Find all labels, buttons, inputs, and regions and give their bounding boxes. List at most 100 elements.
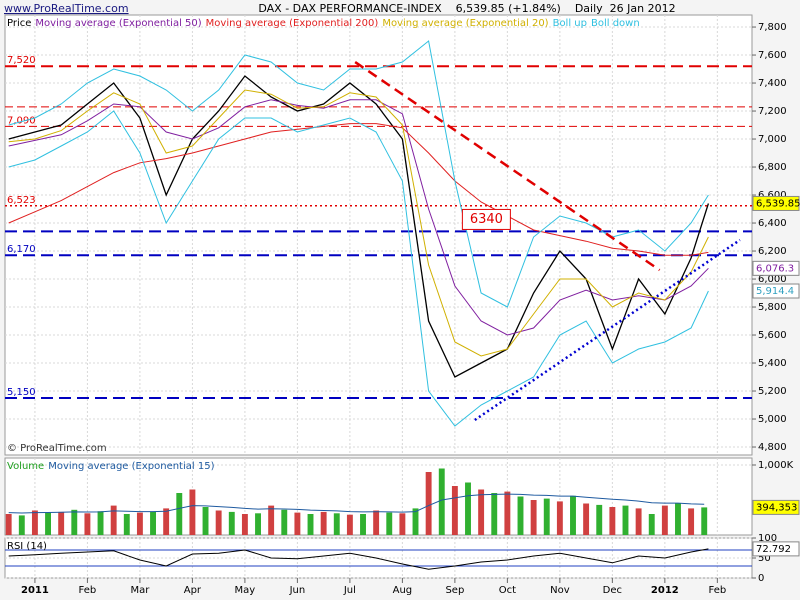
- volume-bar: [5, 514, 12, 535]
- volume-bar: [18, 515, 25, 535]
- site-link[interactable]: www.ProRealTime.com: [4, 2, 129, 15]
- volume-bar: [465, 482, 471, 535]
- value-tag: [752, 499, 800, 515]
- legend-entry: Volume: [7, 461, 44, 472]
- y-tick-label: 7,800: [758, 22, 787, 33]
- volume-bar: [517, 496, 524, 535]
- y-tick-label: 5,200: [758, 386, 787, 397]
- volume-bar: [268, 505, 275, 535]
- series-line: [8, 123, 709, 256]
- series-line: [8, 99, 709, 336]
- value-tag-label: 5,914.4: [756, 286, 794, 297]
- value-tag: [752, 283, 800, 299]
- volume-bar: [530, 500, 537, 535]
- volume-bar: [451, 486, 458, 535]
- legend-entry: Moving average (Exponential 15): [48, 461, 214, 472]
- volume-bar: [228, 511, 235, 535]
- x-tick-label: Apr: [184, 585, 202, 596]
- y-tick-label: 5,000: [758, 414, 787, 425]
- value-tag-label: 72.792: [756, 544, 791, 555]
- volume-bar: [701, 507, 708, 535]
- value-tag: [752, 260, 800, 276]
- volume-bar: [596, 504, 603, 535]
- trendline: [354, 61, 661, 272]
- chart-title: DAX - DAX PERFORMANCE-INDEX 6,539.85 (+1…: [258, 2, 675, 15]
- volume-bar: [307, 514, 314, 535]
- x-tick-label: 2011: [21, 585, 49, 596]
- level-label: 7,520: [7, 55, 36, 66]
- x-tick-label: Mar: [130, 585, 150, 596]
- volume-bar: [504, 491, 511, 535]
- volume-bar: [320, 511, 327, 535]
- series-line: [8, 493, 705, 514]
- x-tick-label: 2012: [651, 585, 679, 596]
- volume-bar: [84, 513, 91, 535]
- legend-entry: Moving average (Exponential 50): [35, 18, 201, 29]
- volume-bar: [45, 512, 51, 535]
- volume-bar: [58, 511, 65, 535]
- volume-bar: [31, 510, 38, 535]
- volume-bar: [386, 512, 393, 535]
- y-tick-label: 4,800: [758, 442, 787, 453]
- level-label: 7,090: [7, 115, 36, 126]
- volume-bar: [438, 468, 445, 535]
- volume-bar: [478, 489, 485, 535]
- x-tick-label: Dec: [603, 585, 622, 596]
- annotation-label: 6340: [470, 212, 503, 227]
- series-line: [8, 75, 710, 378]
- level-label: 6,170: [7, 244, 36, 255]
- x-tick-label: Aug: [393, 585, 413, 596]
- volume-bar: [281, 509, 288, 535]
- volume-bar: [648, 514, 655, 535]
- x-tick-label: Jun: [289, 585, 306, 596]
- y-tick-label: 7,400: [758, 78, 787, 89]
- volume-bar: [425, 472, 432, 535]
- legend-entry: Moving average (Exponential 200): [206, 18, 379, 29]
- y-tick-label: 6,800: [758, 162, 787, 173]
- volume-bar: [675, 503, 681, 535]
- volume-bar: [163, 508, 170, 535]
- legend-entry: RSI (14): [7, 541, 47, 552]
- x-tick-label: Jul: [343, 585, 356, 596]
- volume-bar: [609, 507, 616, 535]
- volume-bar: [360, 514, 366, 535]
- volume-bar: [622, 505, 629, 535]
- x-tick-label: Nov: [550, 585, 570, 596]
- volume-bar: [136, 512, 143, 535]
- annotation-box: [461, 208, 511, 230]
- y-tick-label: 1,000K: [758, 460, 794, 471]
- volume-bar: [110, 505, 117, 535]
- x-tick-label: Feb: [79, 585, 97, 596]
- legend-entry: Moving average (Exponential 20): [382, 18, 548, 29]
- series-line: [8, 548, 709, 570]
- volume-bar: [97, 511, 104, 535]
- series-line: [8, 110, 709, 427]
- level-label: 5,150: [7, 387, 36, 398]
- volume-bar: [189, 489, 196, 535]
- y-tick-label: 50: [758, 553, 771, 564]
- volume-bar: [543, 498, 550, 535]
- value-tag-label: 6,076.3: [756, 263, 794, 274]
- volume-bar: [150, 511, 156, 535]
- volume-bar: [412, 508, 419, 535]
- y-tick-label: 6,600: [758, 190, 787, 201]
- x-tick-label: Oct: [499, 585, 516, 596]
- value-tag-label: 394,353: [756, 502, 797, 513]
- y-tick-label: 7,200: [758, 106, 787, 117]
- volume-bar: [215, 510, 222, 535]
- y-tick-label: 7,000: [758, 134, 787, 145]
- y-tick-label: 6,000: [758, 274, 787, 285]
- y-tick-label: 5,600: [758, 330, 787, 341]
- volume-bar: [255, 513, 261, 535]
- volume-bar: [346, 514, 353, 535]
- footer: © ProRealTime.com: [7, 443, 107, 454]
- y-tick-label: 0: [758, 573, 764, 584]
- volume-bar: [570, 495, 576, 535]
- volume-bar: [71, 509, 78, 535]
- value-tag: [752, 541, 800, 557]
- y-tick-label: 6,400: [758, 218, 787, 229]
- volume-bar: [202, 507, 209, 535]
- legend-entry: Price: [7, 18, 31, 29]
- volume-bar: [635, 508, 642, 535]
